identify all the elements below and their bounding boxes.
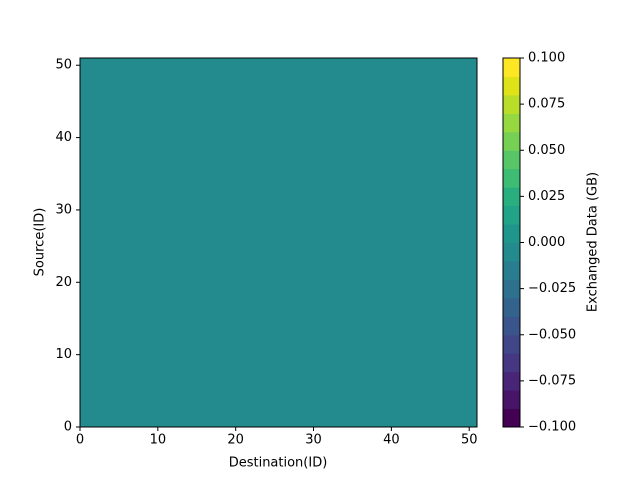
colorbar-band xyxy=(503,260,520,280)
colorbar-band xyxy=(503,353,520,373)
colorbar-tick-label: −0.075 xyxy=(528,373,576,388)
colorbar-label: Exchanged Data (GB) xyxy=(586,172,601,312)
colorbar-band xyxy=(503,58,520,77)
x-tick-label: 40 xyxy=(383,433,400,448)
contour-cell xyxy=(80,58,477,427)
y-tick-label: 30 xyxy=(55,202,72,217)
x-tick-label: 10 xyxy=(150,433,167,448)
x-tick-label: 50 xyxy=(461,433,478,448)
x-tick-label: 30 xyxy=(305,433,322,448)
colorbar-band xyxy=(503,205,520,225)
x-tick-label: 20 xyxy=(227,433,244,448)
y-tick-label: 50 xyxy=(55,58,72,73)
colorbar-band xyxy=(503,390,520,410)
colorbar-tick-label: 0.050 xyxy=(528,143,565,158)
y-axis-label: Source(ID) xyxy=(33,208,48,277)
colorbar-band xyxy=(503,279,520,299)
colorbar-band xyxy=(503,297,520,317)
colorbar-band xyxy=(503,94,520,114)
colorbar-band xyxy=(503,242,520,262)
colorbar-tick-label: −0.050 xyxy=(528,327,576,342)
colorbar-tick-label: 0.075 xyxy=(528,97,565,112)
colorbar-band xyxy=(503,316,520,336)
colorbar-tick-label: 0.025 xyxy=(528,189,565,204)
x-axis-label: Destination(ID) xyxy=(229,456,328,471)
colorbar-band xyxy=(503,334,520,354)
plot-frame xyxy=(79,57,478,428)
colorbar-band xyxy=(503,76,520,96)
colorbar-band xyxy=(503,371,520,391)
colorbar-band xyxy=(503,113,520,133)
y-tick-label: 0 xyxy=(64,420,72,435)
colorbar-tick-label: −0.100 xyxy=(528,420,576,435)
colorbar-band xyxy=(503,224,520,243)
y-tick-label: 40 xyxy=(55,130,72,145)
x-tick-label: 0 xyxy=(76,433,84,448)
colorbar-band xyxy=(503,131,520,151)
colorbar-band xyxy=(503,187,520,207)
colorbar-tick-label: 0.100 xyxy=(528,51,565,66)
y-tick-label: 10 xyxy=(55,347,72,362)
y-tick-label: 20 xyxy=(55,275,72,290)
colorbar-tick-label: 0.000 xyxy=(528,235,565,250)
colorbar-tick-label: −0.025 xyxy=(528,281,576,296)
colorbar-band xyxy=(503,408,520,428)
colorbar-band xyxy=(503,150,520,170)
colorbar-band xyxy=(503,168,520,188)
